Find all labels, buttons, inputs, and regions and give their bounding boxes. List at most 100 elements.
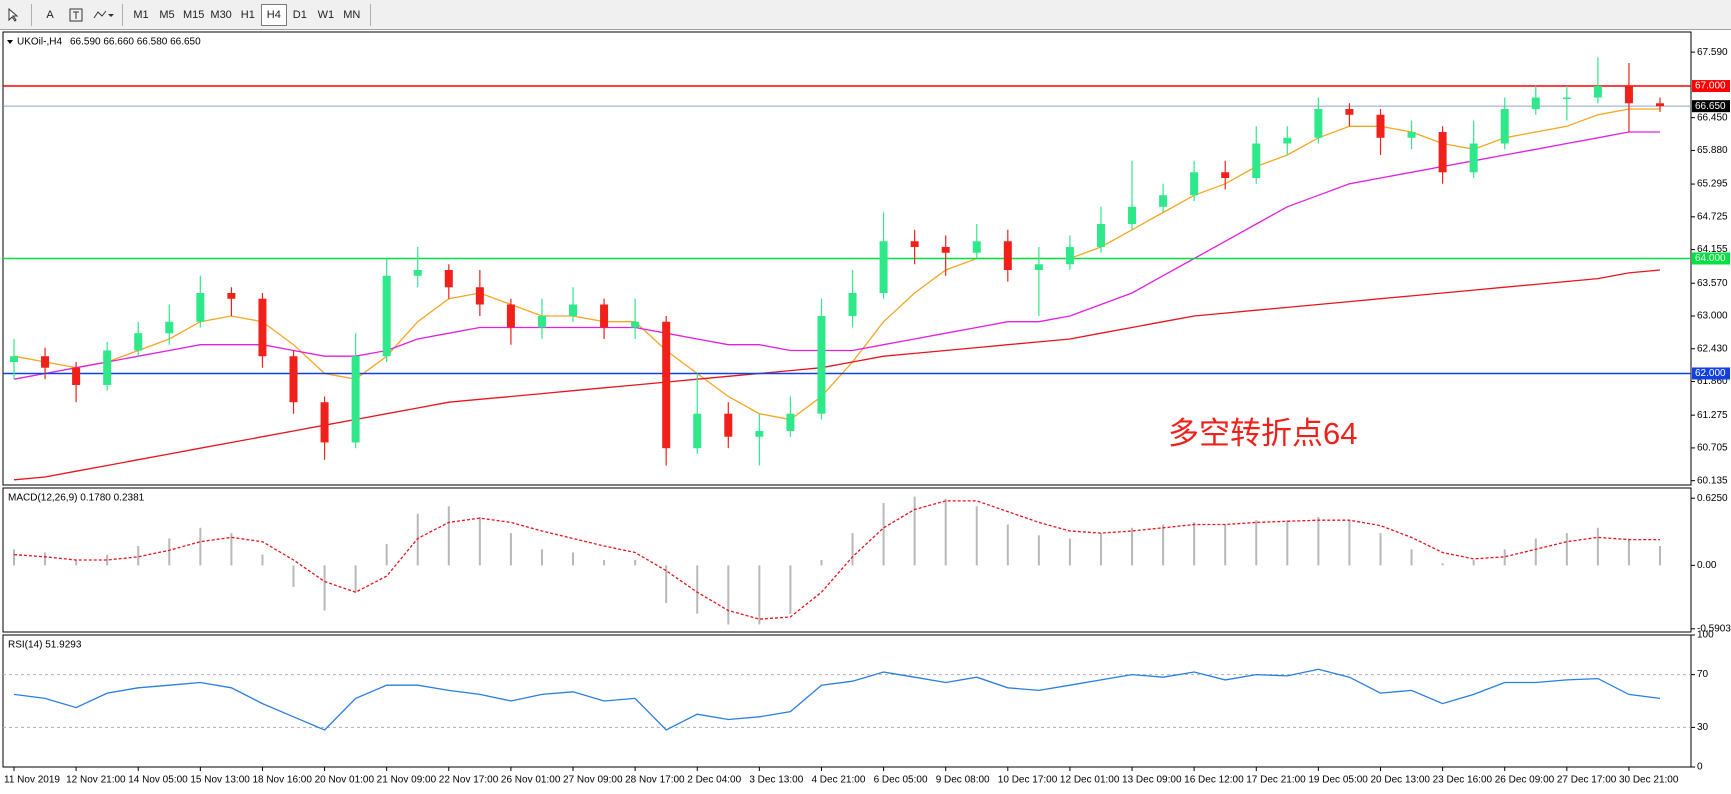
- candle-body: [941, 247, 950, 253]
- timeframe-button[interactable]: M30: [210, 8, 232, 21]
- candle-body: [972, 241, 981, 253]
- indicator-title: RSI(14) 51.9293: [8, 640, 82, 651]
- x-tick-label: 12 Dec 01:00: [1060, 775, 1120, 786]
- x-tick-label: 9 Dec 08:00: [936, 775, 990, 786]
- timeframe-button[interactable]: M15: [183, 8, 205, 21]
- moving-average: [13, 108, 1660, 421]
- x-tick-label: 13 Dec 09:00: [1122, 775, 1182, 786]
- candle-body: [1376, 114, 1385, 138]
- x-tick-label: 19 Dec 05:00: [1308, 775, 1368, 786]
- candle-body: [910, 241, 919, 248]
- candle-body: [1065, 247, 1074, 265]
- timeframe-button[interactable]: M1: [133, 8, 149, 21]
- panel-frame: [2, 487, 1692, 633]
- rsi-line: [13, 668, 1661, 731]
- shapes-tool[interactable]: [89, 4, 117, 26]
- candle-body: [1500, 109, 1509, 144]
- x-tick-label: 14 Nov 05:00: [128, 775, 188, 786]
- candle-body: [879, 241, 888, 293]
- x-tick-label: 27 Dec 17:00: [1557, 775, 1617, 786]
- label-tool[interactable]: [63, 4, 89, 26]
- candle-body: [227, 292, 236, 299]
- candle-body: [1531, 97, 1540, 110]
- price-level-label: 67.000: [1695, 81, 1726, 92]
- candle-body: [1128, 206, 1137, 225]
- x-tick-label: 15 Nov 13:00: [190, 775, 250, 786]
- candle-body: [1283, 137, 1292, 144]
- price-level-tag: [1692, 80, 1730, 93]
- panel-frame: [2, 634, 1692, 768]
- y-tick-label: 65.880: [1697, 145, 1728, 156]
- y-tick-label: 61.275: [1697, 410, 1728, 421]
- candle-body: [569, 304, 578, 316]
- candle-body: [289, 356, 298, 403]
- candle-body: [693, 413, 702, 449]
- candle-body: [786, 413, 795, 431]
- candle-body: [134, 333, 143, 351]
- candle-body: [165, 321, 174, 334]
- x-tick-label: 16 Dec 12:00: [1184, 775, 1244, 786]
- candle-body: [1314, 109, 1323, 138]
- timeframe-button[interactable]: W1: [317, 8, 335, 21]
- timeframe-button[interactable]: M5: [159, 8, 175, 21]
- candle-body: [1562, 97, 1571, 100]
- x-tick-label: 6 Dec 05:00: [874, 775, 928, 786]
- x-tick-label: 10 Dec 17:00: [998, 775, 1058, 786]
- chart: 67.590 66.450 65.880 65.295 64.725 64.155 63.5…: [2, 31, 1731, 786]
- candle-body: [1003, 241, 1012, 270]
- candle-body: [1593, 86, 1602, 98]
- x-tick-label: 20 Dec 13:00: [1370, 775, 1430, 786]
- y-tick-label: 64.725: [1697, 211, 1728, 222]
- timeframe-button[interactable]: H1: [240, 8, 255, 21]
- text-tool[interactable]: A: [46, 8, 54, 21]
- candle-body: [351, 356, 360, 443]
- x-tick-label: 3 Dec 13:00: [749, 775, 803, 786]
- price-level-label: 62.000: [1695, 368, 1726, 379]
- candle-body: [72, 367, 81, 385]
- candle-body: [258, 298, 267, 357]
- candle-body: [1159, 195, 1168, 207]
- candle-body: [196, 292, 205, 322]
- candle-body: [662, 321, 671, 449]
- candle-body: [537, 315, 546, 328]
- signal-line: [13, 500, 1660, 620]
- y-tick-label: 60.705: [1697, 443, 1728, 454]
- candle-body: [1096, 224, 1105, 248]
- candle-body: [444, 269, 453, 288]
- annotation: 多空转折点64: [1168, 416, 1357, 451]
- indicator-title: MACD(12,26,9) 0.1780 0.2381: [8, 493, 145, 504]
- y-tick-label: 0.00: [1697, 560, 1717, 571]
- y-tick-label: 30: [1697, 722, 1709, 733]
- candle-body: [382, 275, 391, 357]
- y-tick-label: -0.5903: [1697, 623, 1731, 634]
- candle-body: [1034, 264, 1043, 270]
- price-level-label: 66.650: [1695, 101, 1726, 112]
- cursor-tool[interactable]: [0, 4, 26, 26]
- timeframe-button[interactable]: D1: [292, 8, 307, 21]
- candle-body: [1656, 103, 1664, 107]
- timeframe-button[interactable]: H4: [260, 3, 287, 26]
- x-tick-label: 28 Nov 17:00: [625, 775, 685, 786]
- timeframe-button[interactable]: MN: [343, 8, 361, 21]
- y-tick-label: 0.6250: [1697, 493, 1728, 504]
- candle-body: [848, 292, 857, 316]
- x-tick-label: 12 Nov 21:00: [66, 775, 126, 786]
- x-tick-label: 2 Dec 04:00: [687, 775, 741, 786]
- y-tick-label: 70: [1697, 669, 1709, 680]
- ohlc-readout: 66.590 66.660 66.580 66.650: [70, 37, 201, 48]
- candle-body: [1624, 86, 1633, 104]
- price-level-tag: [1692, 252, 1730, 265]
- x-tick-label: 30 Dec 21:00: [1619, 775, 1679, 786]
- candle-body: [1469, 143, 1478, 173]
- y-tick-label: 0: [1697, 762, 1703, 773]
- x-tick-label: 26 Dec 09:00: [1495, 775, 1555, 786]
- y-tick-label: 64.155: [1697, 244, 1728, 255]
- price-level-label: 64.000: [1695, 253, 1726, 264]
- x-tick-label: 22 Nov 17:00: [439, 775, 499, 786]
- candle-body: [817, 315, 826, 414]
- x-tick-label: 18 Nov 16:00: [252, 775, 312, 786]
- candle-body: [1438, 132, 1447, 173]
- menu-arrow: [7, 40, 13, 44]
- y-tick-label: 62.430: [1697, 343, 1728, 354]
